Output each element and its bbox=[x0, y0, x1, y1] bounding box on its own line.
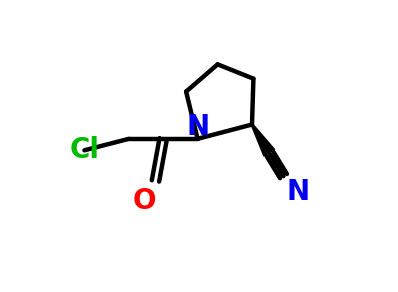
Polygon shape bbox=[251, 124, 275, 156]
Text: N: N bbox=[186, 113, 209, 141]
Text: O: O bbox=[132, 187, 156, 215]
Text: Cl: Cl bbox=[69, 136, 100, 164]
Text: N: N bbox=[286, 178, 309, 206]
